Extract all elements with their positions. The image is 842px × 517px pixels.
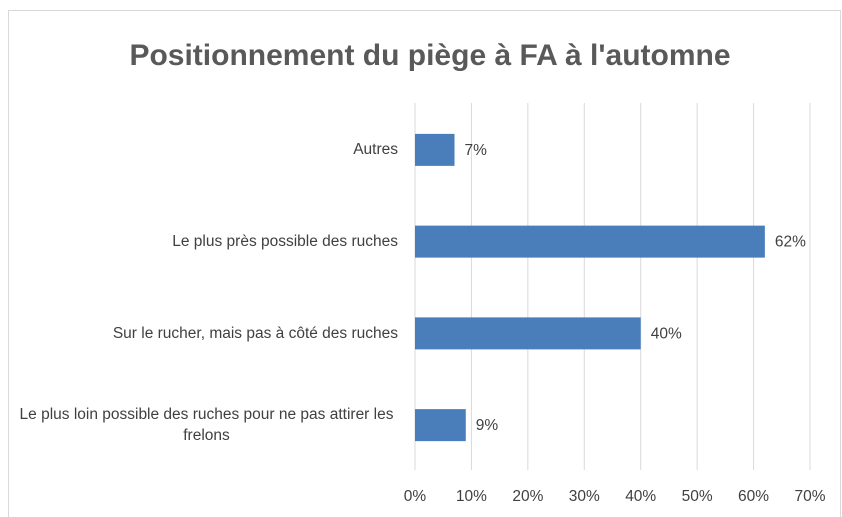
bar xyxy=(415,409,466,442)
y-tick-label: Sur le rucher, mais pas à côté des ruche… xyxy=(15,303,398,363)
bar xyxy=(415,317,641,350)
category-text: Autres xyxy=(353,141,398,159)
chart-title: Positionnement du piège à FA à l'automne xyxy=(129,39,730,72)
x-tick-label: 40% xyxy=(625,488,656,505)
bar xyxy=(415,133,455,166)
bar xyxy=(415,225,765,258)
x-tick-label: 0% xyxy=(404,488,427,505)
y-tick-label: Le plus loin possible des ruches pour ne… xyxy=(15,395,398,455)
category-text: Le plus près possible des ruches xyxy=(172,233,398,251)
value-label: 62% xyxy=(775,234,806,251)
x-tick-label: 60% xyxy=(738,488,769,505)
y-tick-label: Le plus près possible des ruches xyxy=(15,212,398,272)
y-tick-label: Autres xyxy=(15,120,398,180)
value-label: 9% xyxy=(476,417,499,434)
x-tick-label: 30% xyxy=(569,488,600,505)
chart-border xyxy=(8,10,841,517)
value-label: 40% xyxy=(651,325,682,342)
category-text: Sur le rucher, mais pas à côté des ruche… xyxy=(112,324,398,342)
value-label: 7% xyxy=(465,142,488,159)
category-text: Le plus loin possible des ruches pour ne… xyxy=(19,406,394,445)
x-tick-label: 20% xyxy=(512,488,543,505)
x-tick-label: 10% xyxy=(456,488,487,505)
x-tick-label: 50% xyxy=(682,488,713,505)
x-tick-label: 70% xyxy=(794,488,825,505)
